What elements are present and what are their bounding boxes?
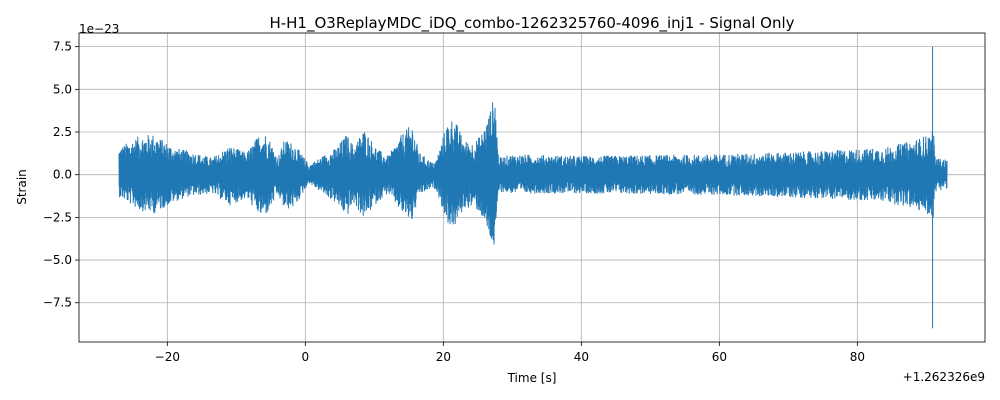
ticks-layer	[75, 46, 858, 346]
grid-layer	[79, 33, 985, 342]
y-tick-label: −5.0	[43, 253, 72, 267]
chart-title: H-H1_O3ReplayMDC_iDQ_combo-1262325760-40…	[269, 14, 794, 33]
y-tick-label: 5.0	[53, 82, 72, 96]
x-offset-label: +1.262326e9	[903, 370, 985, 384]
x-tick-label: 20	[436, 350, 451, 364]
plot-frame	[78, 32, 986, 343]
strain-series-line	[118, 46, 948, 329]
y-tick-label: −7.5	[43, 296, 72, 310]
y-scale-offset-label: 1e−23	[79, 22, 119, 36]
x-axis-label: Time [s]	[507, 371, 557, 385]
x-tick-label: 60	[712, 350, 727, 364]
y-tick-label: 7.5	[53, 40, 72, 54]
labels-layer: −20 0 20 40 60 80 −7.5 −5.0 −2.5 0.0 2.5 5.0 7.5	[43, 40, 865, 364]
x-tick-label: 40	[574, 350, 589, 364]
x-tick-label: 0	[302, 350, 310, 364]
y-tick-label: 0.0	[53, 168, 72, 182]
x-tick-label: 80	[850, 350, 865, 364]
y-tick-label: −2.5	[43, 210, 72, 224]
y-axis-label: Strain	[15, 169, 29, 205]
series-layer	[118, 46, 948, 329]
y-tick-label: 2.5	[53, 125, 72, 139]
x-tick-label: −20	[155, 350, 180, 364]
